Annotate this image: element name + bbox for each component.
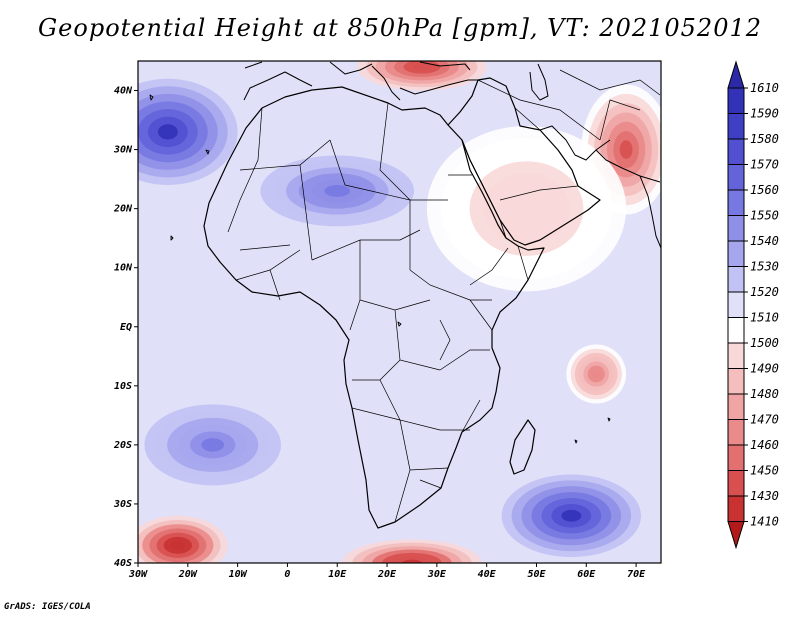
lon-tick-label: 20E [377,569,397,580]
low-southern-ocean-west-contour [170,541,185,550]
colorbar-label: 1580 [750,132,779,146]
lon-tick-label: 70E [627,569,646,580]
lat-tick-label: 20S [113,440,132,451]
colorbar-swatch [727,215,745,242]
plot-frame [137,60,662,564]
lat-tick-label: 40N [114,86,133,97]
colorbar-label: 1480 [750,387,779,401]
colorbar-label: 1590 [750,107,779,121]
ridge-south-atlantic [138,397,293,493]
lat-tick-label: 20N [113,204,133,215]
low-indian-ocean [566,344,627,404]
colorbar-bottom-arrow [727,521,745,550]
low-indian-ocean-contour [591,369,601,379]
high-sahara-contour [324,185,351,197]
lat-tick-label: 30S [113,499,132,510]
colorbar-swatch [727,291,745,318]
low-arabia-contour [512,196,541,221]
colorbar-swatch [727,470,745,497]
colorbar-top-arrow [727,60,745,89]
grads-credit: GrADS: IGES/COLA [4,602,91,612]
lat-tick-label: 30N [113,145,133,156]
lat-tick-label: EQ [120,322,132,333]
lon-tick-label: 10W [229,569,248,580]
ridge-south-atlantic-contour [201,438,225,452]
colorbar: 1610 1590 1580 1570 1560 1550 1540 1530 1520 1510… [727,60,779,550]
lon-tick-label: 30E [427,569,447,580]
europe-coastline [243,61,478,101]
lon-tick-label: 0 [284,569,290,580]
colorbar-label: 1550 [750,209,779,223]
lon-tick-label: 40E [478,569,497,580]
colorbar-swatch [727,444,745,471]
colorbar-swatch [727,240,745,267]
lon-tick-label: 10E [328,569,347,580]
colorbar-swatch [727,164,745,191]
colorbar-swatch [727,266,745,293]
height-field [138,61,661,563]
colorbar-swatch [727,138,745,165]
ridge-north-atlantic-contour [157,124,178,140]
colorbar-label: 1560 [750,183,779,197]
low-mediterranean-contour [412,63,432,71]
colorbar-label: 1570 [750,158,779,172]
colorbar-label: 1490 [750,362,779,376]
ridge-sw-indian-ocean-contour [561,509,582,522]
colorbar-label: 1520 [750,285,779,299]
colorbar-swatch [727,393,745,420]
colorbar-swatch [727,317,745,344]
low-southern-ocean-central [342,539,482,563]
high-sahara [247,149,427,233]
colorbar-swatch [727,419,745,446]
colorbar-label: 1500 [750,336,779,350]
colorbar-label: 1460 [750,438,779,452]
colorbar-label: 1540 [750,234,779,248]
colorbar-swatch [727,368,745,395]
colorbar-label: 1410 [750,515,779,529]
colorbar-label: 1510 [750,311,779,325]
colorbar-swatch [727,113,745,140]
lon-tick-label: 20W [178,569,198,580]
ridge-north-atlantic [138,78,238,186]
colorbar-swatch [727,495,745,522]
low-iran-contour [619,140,633,159]
ridge-sw-indian-ocean [501,474,642,558]
country-borders [227,69,661,523]
colorbar-label: 1610 [750,81,779,95]
low-arabia [426,125,627,292]
low-southern-ocean-central-contour [401,559,422,563]
low-mediterranean [357,61,487,91]
colorbar-swatch [727,87,745,114]
lat-tick-label: 10N [114,263,133,274]
colorbar-label: 1450 [750,464,779,478]
colorbar-label: 1430 [750,489,779,503]
lon-tick-label: 30W [128,569,148,580]
colorbar-swatch [727,342,745,369]
low-southern-ocean-west [138,515,228,563]
lat-tick-label: 10S [114,381,132,392]
lon-tick-label: 60E [577,569,596,580]
madagascar-coastline [509,419,536,475]
colorbar-swatch [727,189,745,216]
colorbar-label: 1530 [750,260,779,274]
map-title: Geopotential Height at 850hPa [gpm], VT:… [38,14,762,42]
colorbar-label: 1470 [750,413,779,427]
lon-tick-label: 50E [527,569,546,580]
lat-tick-label: 40S [114,558,132,569]
